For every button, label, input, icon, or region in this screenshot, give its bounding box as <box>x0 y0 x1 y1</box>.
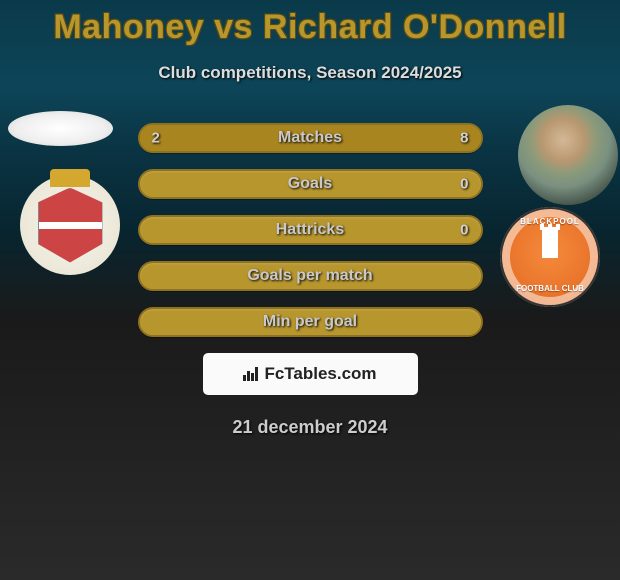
comparison-date: 21 december 2024 <box>0 417 620 438</box>
stat-value-right: 0 <box>460 176 468 193</box>
stat-row: Min per goal <box>138 307 483 337</box>
stat-label: Min per goal <box>263 313 357 331</box>
stat-label: Matches <box>278 129 342 147</box>
stat-label: Hattricks <box>276 221 344 239</box>
stat-value-right: 0 <box>460 222 468 239</box>
attribution-text: FcTables.com <box>264 364 376 384</box>
comparison-subtitle: Club competitions, Season 2024/2025 <box>0 63 620 83</box>
stat-value-right: 8 <box>460 130 468 147</box>
stat-value-left: 2 <box>152 130 160 147</box>
stat-row: Hattricks 0 <box>138 215 483 245</box>
attribution-badge: FcTables.com <box>203 353 418 395</box>
stat-fill-left <box>140 125 208 151</box>
stat-row: Goals 0 <box>138 169 483 199</box>
comparison-chart: BLACKPOOL FOOTBALL CLUB 2Matches8Goals0H… <box>0 123 620 438</box>
comparison-title: Mahoney vs Richard O'Donnell <box>0 0 620 47</box>
stat-fill-right <box>208 125 481 151</box>
stat-row: Goals per match <box>138 261 483 291</box>
chart-icon <box>243 367 258 381</box>
stat-row: 2 Matches 8 <box>138 123 483 153</box>
club-badge-right: BLACKPOOL FOOTBALL CLUB <box>500 207 600 307</box>
stat-label: Goals <box>288 175 332 193</box>
player-left-avatar <box>8 111 113 146</box>
club-badge-left <box>20 175 120 275</box>
stat-label: Goals per match <box>247 267 372 285</box>
player-right-avatar <box>518 105 618 205</box>
